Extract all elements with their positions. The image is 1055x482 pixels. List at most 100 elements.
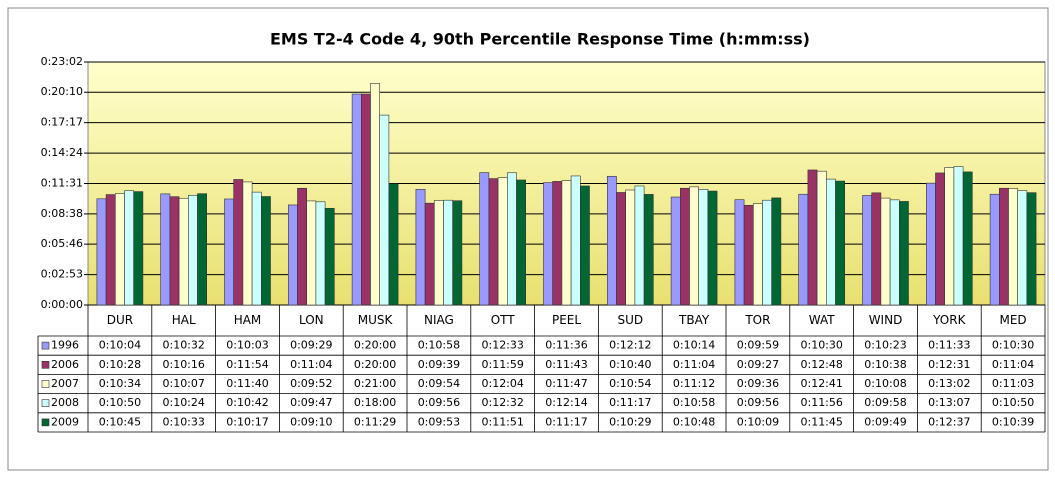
legend-label: 2008 <box>51 396 79 409</box>
legend-key <box>41 418 50 427</box>
bar <box>798 193 809 306</box>
bar <box>570 175 581 306</box>
bar <box>752 203 763 306</box>
bar <box>360 93 371 306</box>
data-table-cell: 0:10:16 <box>162 358 204 371</box>
bar <box>552 181 563 306</box>
y-tick-label: 0:23:02 <box>41 55 83 68</box>
bar <box>707 190 718 306</box>
data-table-cell: 0:11:04 <box>673 358 715 371</box>
data-table-cell: 0:12:14 <box>545 396 587 409</box>
bar <box>998 187 1009 306</box>
data-table-cell: 0:09:39 <box>418 358 460 371</box>
bar <box>762 199 772 306</box>
data-table-cell: 0:10:28 <box>99 358 141 371</box>
bar <box>616 192 626 306</box>
bar <box>370 83 380 306</box>
bar <box>689 186 699 306</box>
bar <box>251 191 262 306</box>
bar <box>506 172 517 306</box>
data-table-cell: 0:11:36 <box>545 339 587 352</box>
bar <box>479 172 490 306</box>
bar <box>925 182 936 306</box>
data-table-cell: 0:10:14 <box>673 339 715 352</box>
data-table-cell: 0:09:52 <box>290 377 332 390</box>
data-table-cell: 0:09:49 <box>864 415 906 428</box>
bar <box>424 202 435 306</box>
bar <box>935 172 945 306</box>
x-tick-label: NIAG <box>424 313 454 327</box>
x-tick-label: WAT <box>809 313 835 327</box>
bar <box>105 194 116 306</box>
bar <box>379 114 390 306</box>
bar <box>862 195 872 306</box>
bar <box>889 199 900 306</box>
data-table-cell: 0:10:24 <box>162 396 204 409</box>
bar <box>807 169 818 306</box>
bar <box>388 183 399 306</box>
bar <box>124 190 134 306</box>
data-table-cell: 0:11:04 <box>290 358 332 371</box>
y-tick-label: 0:17:17 <box>41 116 83 129</box>
data-table-cell: 0:13:02 <box>928 377 970 390</box>
bar <box>1008 188 1018 306</box>
bar <box>260 196 271 306</box>
data-table-cell: 0:10:58 <box>673 396 715 409</box>
bar <box>178 197 189 306</box>
x-tick-label: HAL <box>172 313 196 327</box>
data-table-cell: 0:11:03 <box>992 377 1034 390</box>
legend-label: 2009 <box>51 415 79 428</box>
data-table-cell: 0:11:54 <box>226 358 268 371</box>
data-table-cell: 0:11:12 <box>673 377 715 390</box>
data-table-cell: 0:12:04 <box>481 377 523 390</box>
bar <box>351 93 362 306</box>
bar <box>233 179 244 306</box>
bar <box>443 199 453 306</box>
data-table-cell: 0:21:00 <box>354 377 396 390</box>
y-tick-label: 0:11:31 <box>41 177 83 190</box>
bar <box>871 192 882 306</box>
bar <box>835 180 845 306</box>
legend-label: 1996 <box>51 339 79 352</box>
data-table-cell: 0:12:37 <box>928 415 970 428</box>
x-tick-label: TBAY <box>678 313 710 327</box>
y-tick-label: 0:05:46 <box>41 237 83 250</box>
data-table-cell: 0:09:10 <box>290 415 332 428</box>
data-table-cell: 0:10:04 <box>99 339 141 352</box>
bar <box>224 198 234 306</box>
bar <box>315 201 326 306</box>
x-tick-label: WIND <box>869 313 903 327</box>
data-table-cell: 0:10:30 <box>992 339 1034 352</box>
data-table-cell: 0:10:30 <box>800 339 842 352</box>
data-table-cell: 0:11:04 <box>992 358 1034 371</box>
bar <box>825 178 836 306</box>
bar <box>287 204 298 306</box>
x-tick-label: YORK <box>932 313 966 327</box>
data-table-cell: 0:12:33 <box>481 339 523 352</box>
legend-label: 2007 <box>51 377 79 390</box>
data-table-cell: 0:20:00 <box>354 358 396 371</box>
data-table-cell: 0:11:45 <box>800 415 842 428</box>
bar <box>497 177 508 306</box>
data-table-cell: 0:10:42 <box>226 396 268 409</box>
bar <box>452 200 463 306</box>
legend-key <box>41 399 50 408</box>
legend-label: 2006 <box>51 358 79 371</box>
data-table-cell: 0:11:17 <box>609 396 651 409</box>
data-table-cell: 0:09:36 <box>737 377 779 390</box>
bar <box>543 182 553 306</box>
y-tick-label: 0:14:24 <box>41 146 83 159</box>
data-table-cell: 0:09:47 <box>290 396 332 409</box>
data-table-cell: 0:11:40 <box>226 377 268 390</box>
data-table-cell: 0:09:29 <box>290 339 332 352</box>
bar <box>670 196 681 306</box>
bar <box>1026 192 1037 306</box>
y-tick-label: 0:02:53 <box>41 268 83 281</box>
data-table-cell: 0:11:29 <box>354 415 396 428</box>
bar <box>989 193 1000 306</box>
data-table-cell: 0:10:03 <box>226 339 268 352</box>
x-tick-label: TOR <box>744 313 770 327</box>
x-tick-label: SUD <box>617 313 643 327</box>
data-table-cell: 0:11:17 <box>545 415 587 428</box>
y-tick-label: 0:08:38 <box>41 207 83 220</box>
